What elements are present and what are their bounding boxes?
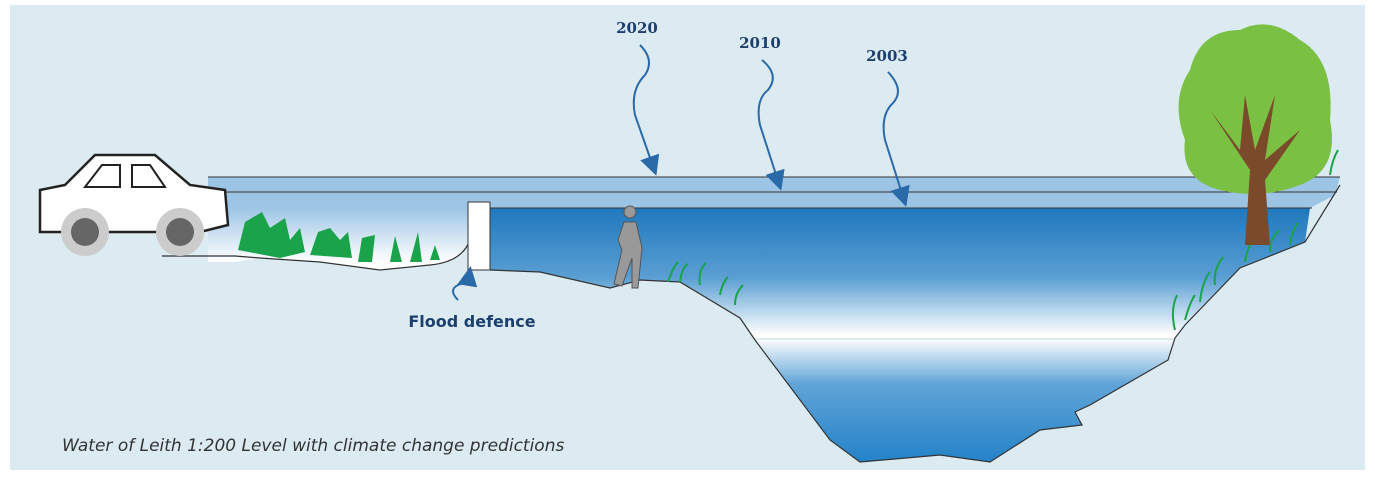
level-label: 2020: [616, 19, 658, 37]
arrow: [882, 71, 910, 207]
flood-defence-label: Flood defence: [408, 312, 535, 331]
level-label: 2010: [739, 34, 781, 52]
riverbed: [489, 184, 1341, 463]
arrow: [757, 59, 785, 191]
level-label: 2003: [866, 47, 908, 65]
arrow: [632, 44, 660, 176]
flood-wall: [467, 201, 491, 271]
person: [613, 205, 643, 289]
car: [38, 153, 230, 256]
grass: [667, 149, 1339, 331]
tree: [1178, 24, 1332, 245]
river-lower: [755, 340, 1175, 462]
caption: Water of Leith 1:200 Level with climate …: [62, 436, 564, 456]
river-upper: [490, 208, 1310, 338]
arrow: [452, 266, 478, 301]
bushes: [238, 212, 440, 262]
